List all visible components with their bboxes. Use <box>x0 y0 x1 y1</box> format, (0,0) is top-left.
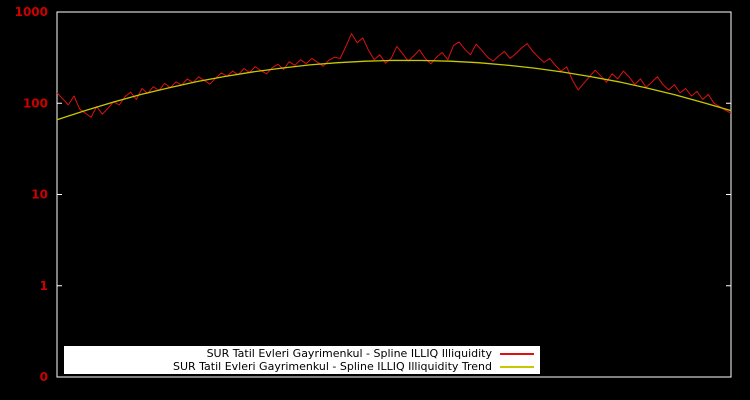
y-axis-label: 0 <box>40 370 48 384</box>
y-axis-label: 1000 <box>15 5 48 19</box>
plot-border <box>56 11 732 378</box>
y-axis-label: 1 <box>40 279 48 293</box>
legend-sample <box>500 352 534 355</box>
chart-legend: SUR Tatil Evleri Gayrimenkul - Spline IL… <box>64 346 540 374</box>
legend-sample <box>500 365 534 368</box>
legend-label-trend: SUR Tatil Evleri Gayrimenkul - Spline IL… <box>172 360 492 373</box>
legend-item-illiquidity: SUR Tatil Evleri Gayrimenkul - Spline IL… <box>70 347 534 360</box>
series-line-illiquidity <box>56 33 732 118</box>
y-axis-label: 100 <box>23 96 48 110</box>
series-line-trend <box>56 59 732 121</box>
legend-item-trend: SUR Tatil Evleri Gayrimenkul - Spline IL… <box>70 360 534 373</box>
legend-label-illiquidity: SUR Tatil Evleri Gayrimenkul - Spline IL… <box>206 347 492 360</box>
y-axis-label: 10 <box>31 188 48 202</box>
